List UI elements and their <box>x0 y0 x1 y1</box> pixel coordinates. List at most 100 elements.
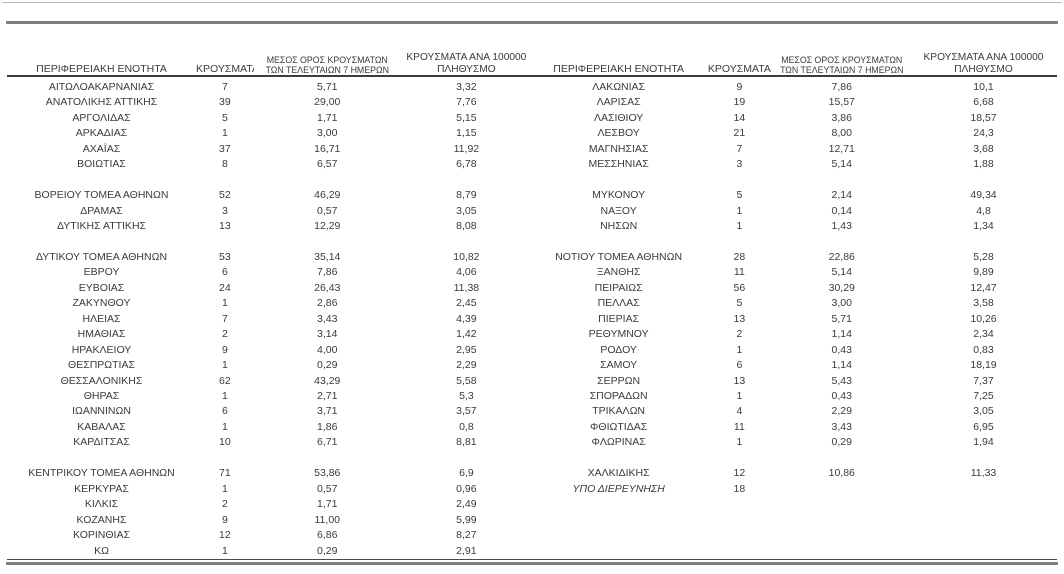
cell-per100k: 8,27 <box>456 529 477 542</box>
cell-cases: 2 <box>221 498 228 511</box>
cell-per100k: 1,42 <box>456 328 477 341</box>
table-row: ΦΛΩΡΙΝΑΣ 1 0,29 1,94 <box>532 435 1057 450</box>
cell-cases: 7 <box>221 312 228 325</box>
table-row: ΚΕΝΤΡΙΚΟΥ ΤΟΜΕΑ ΑΘΗΝΩΝ 71 53,86 6,9 <box>7 466 532 481</box>
table-row: ΚΩ 1 0,29 2,91 <box>7 544 532 559</box>
cell-region: ΝΗΣΩΝ <box>600 220 638 233</box>
cell-region <box>532 451 705 466</box>
cell-region: ΚΕΝΤΡΙΚΟΥ ΤΟΜΕΑ ΑΘΗΝΩΝ <box>28 467 175 480</box>
cell-avg7 <box>774 451 911 466</box>
table-row: ΣΕΡΡΩΝ 13 5,43 7,37 <box>532 374 1057 389</box>
cell-cases: 12 <box>733 467 746 480</box>
cell-cases: 1 <box>736 436 743 449</box>
cell-region: ΒΟΡΕΙΟΥ ΤΟΜΕΑ ΑΘΗΝΩΝ <box>34 189 169 202</box>
cell-avg7 <box>774 235 911 250</box>
column-header-per100k-line2: ΠΛΗΘΥΣΜΟ <box>437 63 496 75</box>
cell-per100k: 3,58 <box>973 297 994 310</box>
column-header-region: ΠΕΡΙΦΕΡΕΙΑΚΗ ΕΝΟΤΗΤΑ <box>553 63 684 75</box>
cell-cases: 13 <box>219 220 231 233</box>
table-row: ΛΑΡΙΣΑΣ 19 15,57 6,68 <box>532 95 1057 110</box>
cell-per100k <box>910 173 1057 188</box>
cell-per100k: 0,8 <box>459 420 474 433</box>
header-row: ΠΕΡΙΦΕΡΕΙΑΚΗ ΕΝΟΤΗΤΑ ΚΡΟΥΣΜΑΤΑ ΜΕΣΟΣ ΟΡΟ… <box>532 24 1057 78</box>
table-row: ΑΧΑΪΑΣ 37 16,71 11,92 <box>7 142 532 157</box>
cell-region: ΕΒΡΟΥ <box>83 266 120 279</box>
table-row: ΒΟΙΩΤΙΑΣ 8 6,57 6,78 <box>7 157 532 172</box>
table-row: ΜΥΚΟΝΟΥ 5 2,14 49,34 <box>532 188 1057 203</box>
cell-avg7 <box>254 451 401 466</box>
cell-per100k: 4,8 <box>976 204 991 217</box>
cell-region <box>7 235 196 250</box>
cell-region: ΔΥΤΙΚΟΥ ΤΟΜΕΑ ΑΘΗΝΩΝ <box>35 250 168 263</box>
cell-avg7: 0,57 <box>317 482 338 495</box>
cell-avg7: 30,29 <box>828 281 855 294</box>
cell-region: ΦΘΙΩΤΙΔΑΣ <box>590 420 648 433</box>
cell-avg7: 3,71 <box>317 405 338 418</box>
cell-region: ΛΑΡΙΣΑΣ <box>596 96 641 109</box>
cell-avg7: 0,29 <box>831 436 852 449</box>
cell-cases: 11 <box>733 420 745 433</box>
cell-per100k: 10,26 <box>970 312 997 325</box>
cell-per100k: 7,25 <box>973 390 994 403</box>
table-row: ΜΑΓΝΗΣΙΑΣ 7 12,71 3,68 <box>532 142 1057 157</box>
cell-cases <box>196 173 254 188</box>
cell-per100k: 6,95 <box>973 420 994 433</box>
cell-avg7: 3,00 <box>831 297 852 310</box>
cell-cases: 24 <box>219 281 231 294</box>
cell-per100k: 2,49 <box>456 498 477 511</box>
table-row: ΛΑΚΩΝΙΑΣ 9 7,86 10,1 <box>532 78 1057 95</box>
cell-avg7: 0,29 <box>317 359 338 372</box>
cell-cases: 1 <box>221 420 228 433</box>
cell-per100k: 2,91 <box>456 544 477 557</box>
cell-region: ΒΟΙΩΤΙΑΣ <box>77 158 126 171</box>
cell-avg7: 26,43 <box>314 281 341 294</box>
cell-avg7: 3,00 <box>317 127 338 140</box>
cell-cases: 5 <box>736 189 743 202</box>
cell-per100k: 6,9 <box>459 467 474 480</box>
cell-per100k: 9,89 <box>973 266 994 279</box>
column-header-avg7-line1: ΜΕΣΟΣ ΟΡΟΣ ΚΡΟΥΣΜΑΤΩΝ <box>266 55 388 65</box>
table-row: ΙΩΑΝΝΙΝΩΝ 6 3,71 3,57 <box>7 404 532 419</box>
table-row: ΝΟΤΙΟΥ ΤΟΜΕΑ ΑΘΗΝΩΝ 28 22,86 5,28 <box>532 250 1057 265</box>
cell-cases: 1 <box>736 204 743 217</box>
cell-cases: 19 <box>733 96 746 109</box>
cell-per100k: 8,08 <box>456 220 477 233</box>
cell-cases: 1 <box>221 482 228 495</box>
cell-cases: 1 <box>736 220 743 233</box>
table-body-left: ΑΙΤΩΛΟΑΚΑΡΝΑΝΙΑΣ 7 5,71 3,32 ΑΝΑΤΟΛΙΚΗΣ ΑΤΤΙ… <box>7 78 532 559</box>
cell-cases: 14 <box>733 111 746 124</box>
cell-region: ΑΙΤΩΛΟΑΚΑΡΝΑΝΙΑΣ <box>48 81 155 93</box>
cell-avg7: 3,86 <box>831 111 852 124</box>
cell-avg7: 1,43 <box>831 220 852 233</box>
cell-region: ΚΑΒΑΛΑΣ <box>77 420 126 433</box>
cell-avg7: 22,86 <box>828 250 855 263</box>
table-row: ΚΟΖΑΝΗΣ 9 11,00 5,99 <box>7 513 532 528</box>
cell-per100k: 12,47 <box>970 281 997 294</box>
cell-per100k: 11,92 <box>453 142 480 155</box>
cell-avg7: 1,86 <box>317 420 338 433</box>
cell-per100k <box>401 173 532 188</box>
cell-avg7 <box>774 173 911 188</box>
cell-per100k: 5,3 <box>459 390 474 403</box>
table-row: ΣΠΟΡΑΔΩΝ 1 0,43 7,25 <box>532 389 1057 404</box>
cell-avg7: 0,29 <box>317 544 338 557</box>
cell-per100k: 6,68 <box>973 96 994 109</box>
cell-cases <box>196 451 254 466</box>
spacer-row <box>7 451 532 466</box>
cell-region: ΣΑΜΟΥ <box>600 359 638 372</box>
cell-region: ΜΥΚΟΝΟΥ <box>592 189 646 202</box>
table-row: ΗΛΕΙΑΣ 7 3,43 4,39 <box>7 312 532 327</box>
cell-per100k: 5,15 <box>456 111 477 124</box>
regional-cases-tables: ΠΕΡΙΦΕΡΕΙΑΚΗ ΕΝΟΤΗΤΑ ΚΡΟΥΣΜΑΤΑ ΜΕΣΟΣ ΟΡΟ… <box>7 24 1057 559</box>
header-row: ΠΕΡΙΦΕΡΕΙΑΚΗ ΕΝΟΤΗΤΑ ΚΡΟΥΣΜΑΤΑ ΜΕΣΟΣ ΟΡΟ… <box>7 24 532 78</box>
cell-per100k <box>910 451 1057 466</box>
cases-table-left: ΠΕΡΙΦΕΡΕΙΑΚΗ ΕΝΟΤΗΤΑ ΚΡΟΥΣΜΑΤΑ ΜΕΣΟΣ ΟΡΟ… <box>7 24 532 559</box>
cell-region: ΘΗΡΑΣ <box>83 390 120 403</box>
cell-cases: 53 <box>219 250 231 263</box>
table-row: ΝΑΞΟΥ 1 0,14 4,8 <box>532 204 1057 219</box>
cell-per100k: 5,58 <box>456 374 477 387</box>
cell-avg7: 6,71 <box>317 436 338 449</box>
table-row: ΚΟΡΙΝΘΙΑΣ 12 6,86 8,27 <box>7 528 532 543</box>
cell-per100k: 8,79 <box>456 189 477 202</box>
